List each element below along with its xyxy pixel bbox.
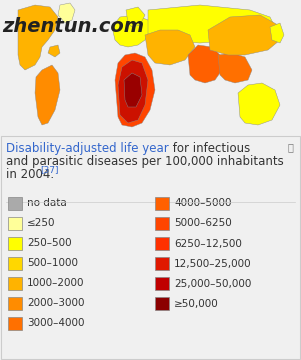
Polygon shape [35, 65, 60, 125]
Polygon shape [148, 5, 275, 43]
Polygon shape [118, 60, 148, 123]
Polygon shape [126, 7, 145, 27]
Text: 6250–12,500: 6250–12,500 [174, 238, 242, 248]
Polygon shape [48, 45, 60, 57]
Text: 3000–4000: 3000–4000 [27, 319, 85, 328]
Text: no data: no data [27, 198, 67, 208]
Polygon shape [18, 5, 58, 70]
Polygon shape [208, 15, 280, 55]
Bar [155, 217, 169, 230]
Bar [8, 317, 22, 330]
Text: 500–1000: 500–1000 [27, 258, 78, 269]
Polygon shape [238, 83, 280, 125]
Polygon shape [124, 73, 142, 107]
Text: in 2004.: in 2004. [6, 168, 54, 181]
Bar [155, 237, 169, 250]
Text: 5000–6250: 5000–6250 [174, 219, 232, 229]
Bar [8, 297, 22, 310]
Text: and parasitic diseases per 100,000 inhabitants: and parasitic diseases per 100,000 inhab… [6, 155, 284, 168]
Text: 250–500: 250–500 [27, 238, 72, 248]
Polygon shape [58, 3, 75, 23]
Text: 4000–5000: 4000–5000 [174, 198, 231, 208]
Text: ≤250: ≤250 [27, 219, 55, 229]
Text: 25,000–50,000: 25,000–50,000 [174, 279, 251, 288]
Bar [8, 277, 22, 290]
Bar [155, 277, 169, 290]
Text: 12,500–25,000: 12,500–25,000 [174, 258, 252, 269]
Polygon shape [188, 45, 222, 83]
Bar [8, 197, 22, 210]
Text: Disability-adjusted life year: Disability-adjusted life year [6, 142, 169, 155]
Text: [37]: [37] [40, 165, 58, 174]
Bar [8, 217, 22, 230]
Text: 1000–2000: 1000–2000 [27, 279, 85, 288]
Text: ≥50,000: ≥50,000 [174, 298, 219, 309]
Polygon shape [145, 30, 195, 65]
Polygon shape [112, 15, 150, 47]
Polygon shape [218, 53, 252, 83]
Bar [8, 237, 22, 250]
Polygon shape [115, 53, 155, 127]
Bar [8, 257, 22, 270]
Bar [155, 297, 169, 310]
Text: ⧄: ⧄ [288, 142, 294, 152]
Bar [155, 197, 169, 210]
Polygon shape [270, 23, 284, 43]
Text: for infectious: for infectious [169, 142, 250, 155]
Text: zhentun.com: zhentun.com [2, 17, 144, 36]
Bar [155, 257, 169, 270]
Text: 2000–3000: 2000–3000 [27, 298, 85, 309]
